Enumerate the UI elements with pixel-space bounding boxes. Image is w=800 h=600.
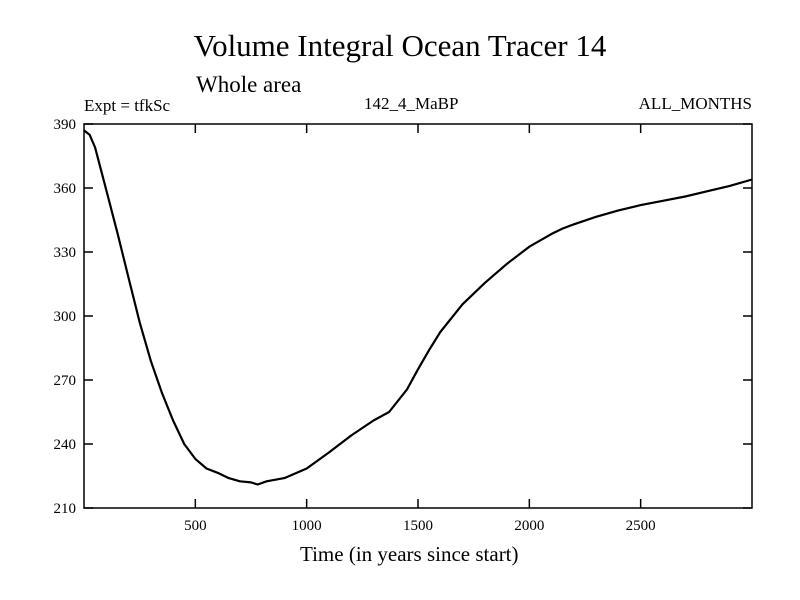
chart-title: Volume Integral Ocean Tracer 14 — [193, 28, 607, 63]
ticks-layer — [84, 123, 752, 509]
x-tick-label: 2000 — [514, 518, 544, 534]
y-tick-label: 360 — [54, 181, 77, 197]
case-label: 142_4_MaBP — [364, 94, 459, 113]
y-tick-label: 270 — [54, 373, 77, 389]
x-tick-label: 1500 — [403, 518, 433, 534]
x-tick-label: 2500 — [626, 518, 656, 534]
x-tick-label: 500 — [184, 518, 207, 534]
y-tick-label: 240 — [54, 437, 77, 453]
y-tick-label: 300 — [54, 309, 77, 325]
x-axis-label: Time (in years since start) — [300, 542, 519, 566]
plot-frame — [83, 123, 753, 509]
series-line — [83, 129, 753, 486]
x-tick-label: 1000 — [292, 518, 322, 534]
months-label: ALL_MONTHS — [638, 94, 752, 113]
experiment-label: Expt = tfkSc — [84, 96, 171, 115]
y-tick-label: 390 — [54, 117, 77, 133]
y-tick-label: 330 — [54, 245, 77, 261]
tick-labels-layer: 210 240 270 300 330 360 390 500 1000 1500 2000 2500 — [54, 117, 656, 534]
chart-subtitle: Whole area — [196, 72, 302, 97]
y-tick-label: 210 — [54, 501, 77, 517]
